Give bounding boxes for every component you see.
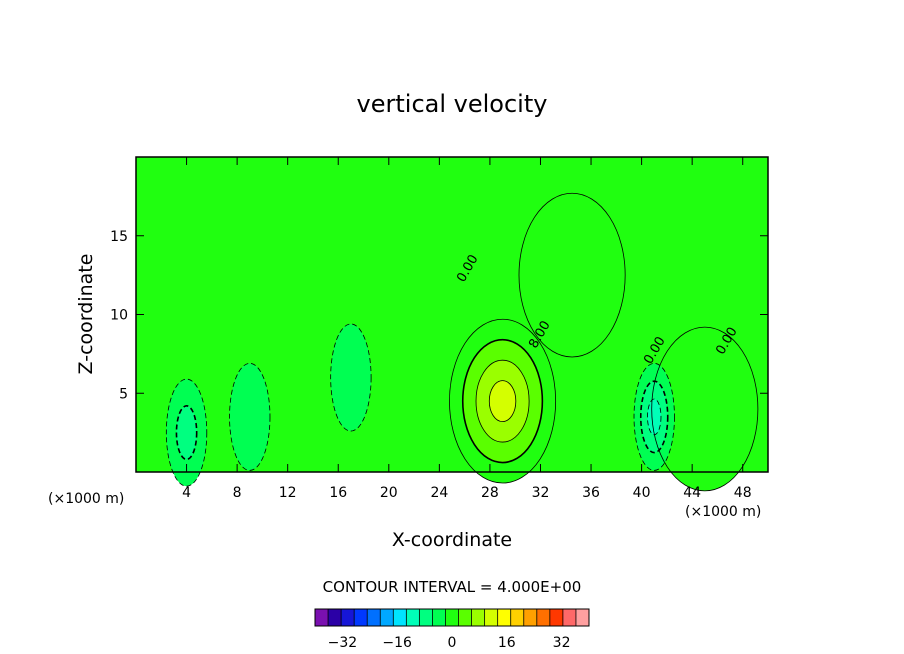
colorbar-swatch xyxy=(471,609,485,626)
colorbar-ticks: −32 −16 0 16 32 xyxy=(328,635,571,651)
x-axis-label: X-coordinate xyxy=(392,529,512,551)
colorbar-swatch xyxy=(523,609,538,626)
y-axis-ticks: 5 10 15 xyxy=(110,229,768,402)
contour-fills xyxy=(166,193,758,491)
y-tick-label: 10 xyxy=(110,308,128,324)
contour-band xyxy=(651,327,758,491)
colorbar xyxy=(314,608,590,627)
x-tick-label: 8 xyxy=(233,485,242,501)
colorbar-tick-label: 32 xyxy=(553,635,571,651)
colorbar-swatch xyxy=(315,609,329,626)
colorbar-swatch xyxy=(445,609,459,626)
colorbar-tick-label: 0 xyxy=(448,635,457,651)
colorbar-swatch xyxy=(367,609,381,626)
colorbar-swatch xyxy=(549,609,564,626)
colorbar-tick-label: −16 xyxy=(382,635,412,651)
x-tick-label: 24 xyxy=(430,485,448,501)
colorbar-swatch xyxy=(419,609,433,626)
contour-line xyxy=(475,359,530,443)
colorbar-swatch xyxy=(575,609,590,626)
contour-line xyxy=(165,378,208,487)
contour-line xyxy=(488,380,517,422)
colorbar-frame xyxy=(314,608,590,627)
colorbar-tick-label: −32 xyxy=(328,635,358,651)
x-unit-label-right: (×1000 m) xyxy=(685,504,761,520)
plot-area: 0.008.00 0.00 0.00 xyxy=(135,156,769,492)
y-tick-label: 15 xyxy=(110,229,128,245)
contour-band xyxy=(518,193,626,358)
colorbar-swatch xyxy=(458,609,472,626)
x-tick-label: 40 xyxy=(633,485,651,501)
contour-band xyxy=(176,405,197,460)
colorbar-swatch xyxy=(354,609,368,626)
contour-band xyxy=(229,363,270,471)
colorbar-swatch xyxy=(406,609,420,626)
x-tick-label: 4 xyxy=(182,485,191,501)
colorbar-swatch xyxy=(562,609,577,626)
colorbar-swatch xyxy=(328,609,342,626)
contour-line xyxy=(647,398,662,436)
contour-interval-text: CONTOUR INTERVAL = 4.000E+00 xyxy=(323,578,582,596)
x-tick-label: 36 xyxy=(582,485,600,501)
x-axis-ticks: 4 8 12 16 20 24 28 32 36 40 44 48 xyxy=(182,157,752,501)
y-axis-label: Z-coordinate xyxy=(75,254,97,375)
x-tick-label: 20 xyxy=(380,485,398,501)
colorbar-swatch xyxy=(510,609,525,626)
contour-line xyxy=(461,338,544,464)
contour-line xyxy=(651,326,759,492)
contour-line xyxy=(518,192,626,358)
colorbar-swatch xyxy=(393,609,407,626)
colorbar-swatch xyxy=(341,609,355,626)
y-tick-label: 5 xyxy=(119,386,128,402)
contour-band xyxy=(330,323,372,432)
x-tick-label: 44 xyxy=(683,485,701,501)
contour-line xyxy=(229,362,271,471)
x-tick-label: 12 xyxy=(279,485,297,501)
contour-line xyxy=(175,405,198,461)
colorbar-swatch xyxy=(484,609,498,626)
x-tick-label: 28 xyxy=(481,485,499,501)
contour-line xyxy=(633,362,675,471)
contour-line xyxy=(330,323,372,432)
contour-line xyxy=(639,380,669,454)
x-tick-label: 16 xyxy=(329,485,347,501)
x-tick-label: 48 xyxy=(734,485,752,501)
contour-band xyxy=(647,399,661,435)
contour-line xyxy=(449,318,557,484)
x-tick-label: 32 xyxy=(532,485,550,501)
x-unit-label-left: (×1000 m) xyxy=(48,491,124,507)
chart-title: vertical velocity xyxy=(357,90,548,118)
contour-lines xyxy=(165,192,759,492)
colorbar-tick-label: 16 xyxy=(498,635,516,651)
colorbar-swatch xyxy=(497,609,512,626)
colorbar-swatch xyxy=(536,609,551,626)
contour-band xyxy=(489,380,516,422)
colorbar-swatch xyxy=(432,609,446,626)
colorbar-swatch xyxy=(380,609,394,626)
